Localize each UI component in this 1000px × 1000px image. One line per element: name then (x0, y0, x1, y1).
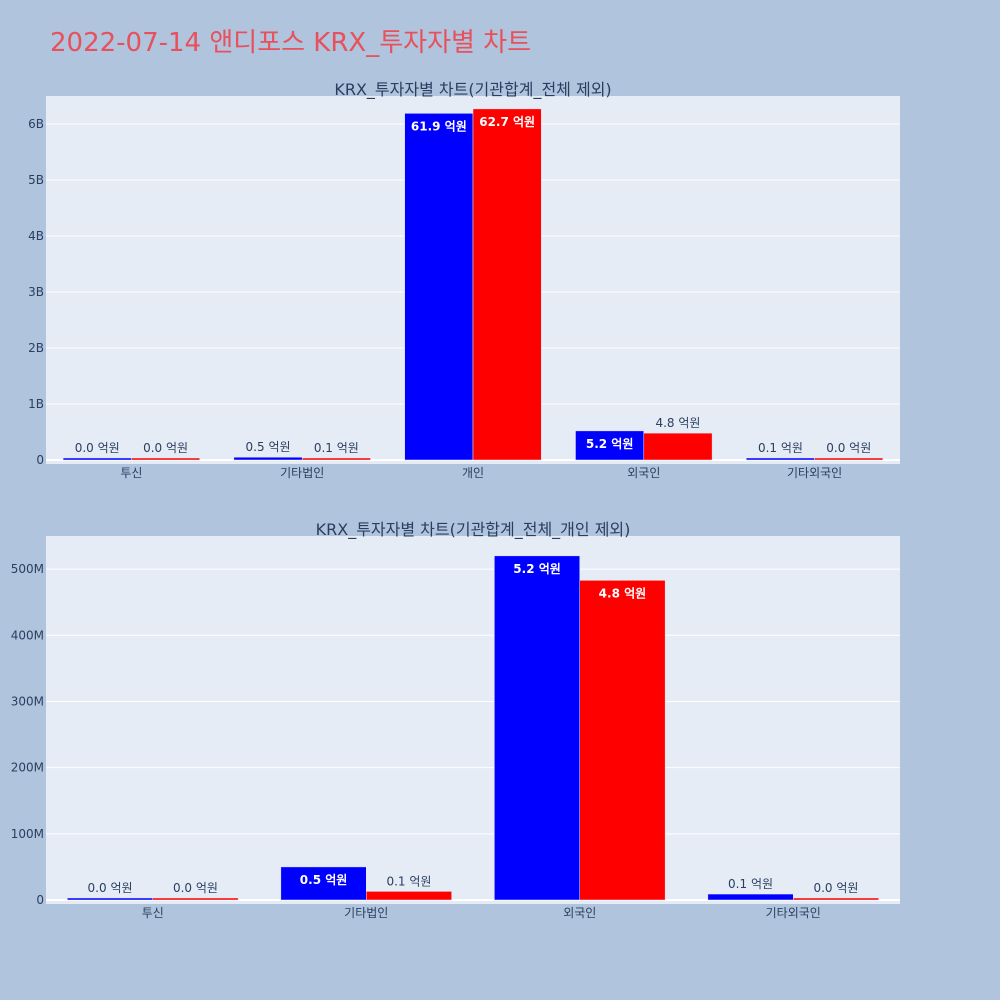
bar (366, 891, 452, 901)
data-label: 0.0 억원 (143, 441, 188, 455)
y-tick-label: 3B (28, 285, 44, 299)
data-label: 0.1 억원 (728, 877, 773, 891)
x-tick-label: 기타법인 (280, 466, 324, 480)
x-tick-label: 기타외국인 (787, 466, 842, 480)
data-label: 0.0 억원 (813, 881, 858, 895)
bar (233, 456, 303, 461)
page-title: 2022-07-14 앤디포스 KRX_투자자별 차트 (50, 28, 532, 58)
bar (814, 457, 884, 461)
y-tick-label: 0 (36, 893, 44, 907)
y-tick-label: 4B (28, 229, 44, 243)
x-tick-label: 개인 (462, 466, 484, 480)
y-tick-label: 100M (11, 827, 44, 841)
y-tick-label: 5B (28, 173, 44, 187)
y-tick-label: 300M (11, 694, 44, 708)
bar (579, 580, 666, 901)
data-label: 61.9 억원 (411, 119, 467, 133)
y-tick-label: 400M (11, 628, 44, 642)
bar (746, 457, 815, 461)
data-label: 0.1 억원 (386, 874, 431, 888)
data-label: 0.5 억원 (300, 873, 348, 887)
bar (280, 866, 367, 901)
data-label: 0.0 억원 (75, 441, 120, 455)
data-label: 0.5 억원 (246, 440, 291, 454)
bar (643, 432, 713, 461)
data-label: 4.8 억원 (599, 586, 647, 600)
chart-title: KRX_투자자별 차트(기관합계_전체 제외) (334, 80, 611, 100)
data-label: 5.2 억원 (513, 562, 561, 576)
y-tick-label: 500M (11, 562, 44, 576)
bar (67, 897, 153, 901)
bar (472, 108, 542, 461)
plot-area (46, 536, 900, 904)
data-label: 0.1 억원 (314, 441, 359, 455)
data-label: 62.7 억원 (479, 115, 535, 129)
bar (575, 430, 645, 461)
y-tick-label: 1B (28, 397, 44, 411)
data-label: 5.2 억원 (586, 437, 634, 451)
bar (494, 555, 581, 901)
y-tick-label: 0 (36, 453, 44, 467)
y-tick-label: 2B (28, 341, 44, 355)
data-label: 4.8 억원 (655, 416, 700, 430)
x-tick-label: 투신 (142, 906, 164, 920)
bar (62, 457, 132, 461)
bar (152, 897, 239, 901)
x-tick-label: 외국인 (627, 466, 660, 480)
data-label: 0.0 억원 (173, 881, 218, 895)
bar (131, 457, 200, 461)
chart-bottom: 0 100M 200M 300M 400M 500M KRX_투자자별 차트(기관합계_전체… (11, 520, 900, 920)
bar (793, 897, 879, 901)
x-tick-label: 기타외국인 (766, 906, 821, 920)
y-tick-label: 6B (28, 117, 44, 131)
data-label: 0.1 억원 (758, 441, 803, 455)
x-tick-label: 투신 (120, 466, 142, 480)
data-label: 0.0 억원 (88, 881, 133, 895)
data-label: 0.0 억원 (826, 441, 871, 455)
bar (707, 893, 794, 901)
x-tick-label: 외국인 (563, 906, 596, 920)
bar (404, 113, 474, 461)
bar (301, 457, 371, 461)
chart-title: KRX_투자자별 차트(기관합계_전체_개인 제외) (316, 520, 631, 540)
x-tick-label: 기타법인 (344, 906, 388, 920)
y-tick-label: 200M (11, 761, 44, 775)
